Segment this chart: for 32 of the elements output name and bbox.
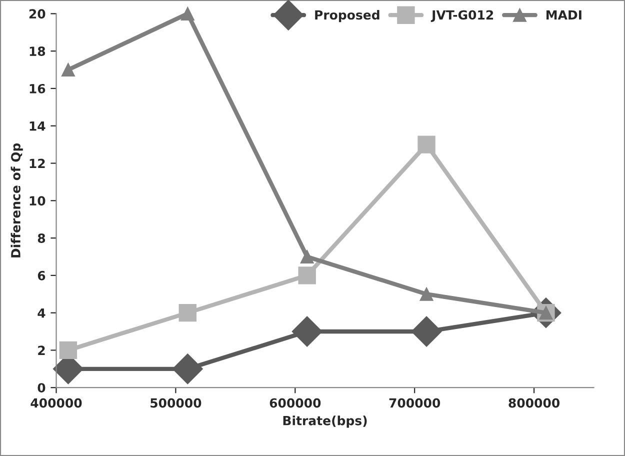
y-tick-label: 12	[30, 158, 45, 168]
y-tick-label: 14	[30, 121, 46, 131]
legend-label: JVT-G012	[430, 10, 494, 22]
point	[418, 136, 436, 154]
point	[420, 287, 434, 301]
point	[172, 354, 203, 384]
y-tick-label: 0	[38, 383, 46, 393]
x-tick-label: 400000	[30, 398, 82, 408]
point	[411, 316, 442, 347]
x-tick-label: 700000	[389, 398, 440, 408]
point	[61, 63, 75, 77]
x-tick-label: 500000	[150, 398, 202, 408]
point	[292, 316, 322, 347]
y-tick-label: 18	[30, 46, 46, 56]
y-tick-label: 8	[38, 234, 46, 243]
point	[298, 266, 316, 284]
legend-label: MADI	[546, 10, 582, 20]
point	[300, 250, 314, 264]
x-axis-title: Bitrate(bps)	[283, 416, 367, 428]
y-tick-label: 6	[38, 270, 46, 280]
legend-label: Proposed	[315, 10, 380, 22]
y-tick-label: 4	[38, 308, 46, 318]
x-tick-label: 600000	[270, 398, 321, 408]
point	[178, 304, 196, 322]
x-tick-label: 800000	[508, 398, 560, 408]
y-tick-label: 10	[30, 196, 46, 206]
y-axis-title: Difference of Qp	[10, 143, 23, 258]
y-tick-label: 2	[38, 346, 45, 355]
y-tick-label: 16	[30, 84, 46, 94]
point	[180, 6, 194, 20]
y-tick-label: 20	[29, 9, 46, 19]
point	[59, 341, 78, 360]
